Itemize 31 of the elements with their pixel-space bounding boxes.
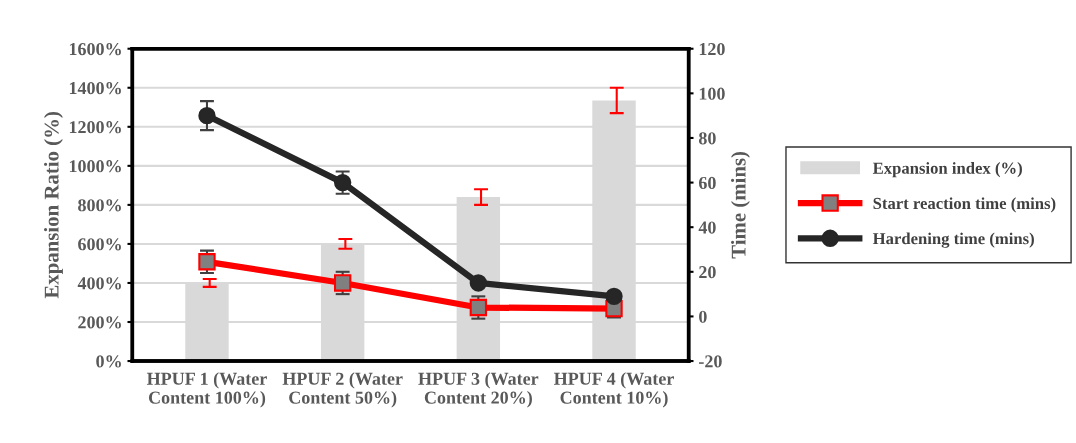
y-tick-label: 800% [78, 199, 121, 212]
legend-label: Hardening time (mins) [872, 232, 1034, 248]
point [605, 287, 623, 306]
y-tick-label: 200% [78, 316, 121, 329]
point [198, 106, 216, 125]
y2-tick-label: 100 [699, 87, 725, 100]
y2-tick-label: 20 [699, 266, 716, 279]
legend-label: Start reaction time (mins) [873, 197, 1056, 213]
y2-tick-label: 40 [698, 221, 716, 234]
y-tick-label: 1600% [69, 42, 121, 56]
y-tick-label: 1400% [69, 82, 121, 95]
y2-axis-title: Time (mins) [731, 151, 750, 259]
x-tick-label: HPUF 2 (Water Content 50%) [282, 372, 403, 408]
y2-tick-label: 120 [699, 42, 725, 56]
y-tick-label: 400% [77, 277, 121, 290]
y2-tick-label: 80 [698, 132, 716, 145]
point [469, 274, 488, 292]
y2-tick-label: -20 [699, 355, 722, 368]
y-axis-title: Expansion Ratio (%) [44, 112, 63, 299]
point [198, 253, 216, 271]
point [333, 274, 352, 292]
y2-tick-label: 0 [699, 310, 707, 323]
y-tick-label: 1200% [69, 121, 121, 134]
y-tick-label: 600% [78, 238, 121, 251]
y-tick-label: 1000% [69, 160, 121, 173]
legend-label: Expansion index (%) [872, 162, 1022, 178]
x-tick-label: HPUF 1 (Water Content 100%) [146, 372, 267, 408]
x-tick-label: HPUF 4 (Water Content 10%) [553, 372, 674, 408]
x-tick-label: HPUF 3 (Water Content 20%) [418, 372, 539, 408]
y2-tick-label: 60 [698, 176, 716, 190]
y-tick-label: 0% [96, 355, 121, 368]
